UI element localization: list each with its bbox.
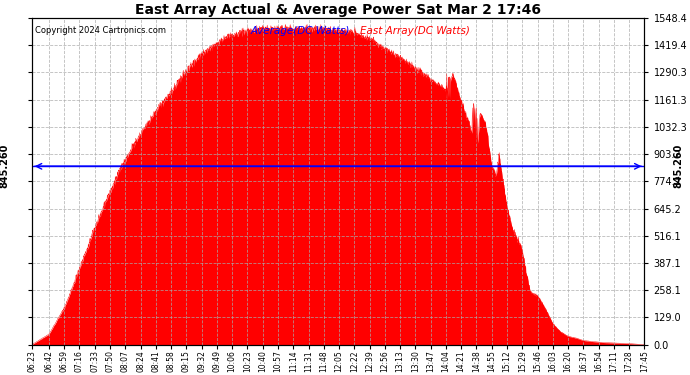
Title: East Array Actual & Average Power Sat Mar 2 17:46: East Array Actual & Average Power Sat Ma… bbox=[135, 3, 541, 17]
Text: East Array(DC Watts): East Array(DC Watts) bbox=[359, 26, 469, 36]
Text: 845.260: 845.260 bbox=[0, 144, 9, 189]
Text: Average(DC Watts): Average(DC Watts) bbox=[251, 26, 351, 36]
Text: Copyright 2024 Cartronics.com: Copyright 2024 Cartronics.com bbox=[35, 26, 166, 35]
Text: 845.260: 845.260 bbox=[673, 144, 683, 189]
